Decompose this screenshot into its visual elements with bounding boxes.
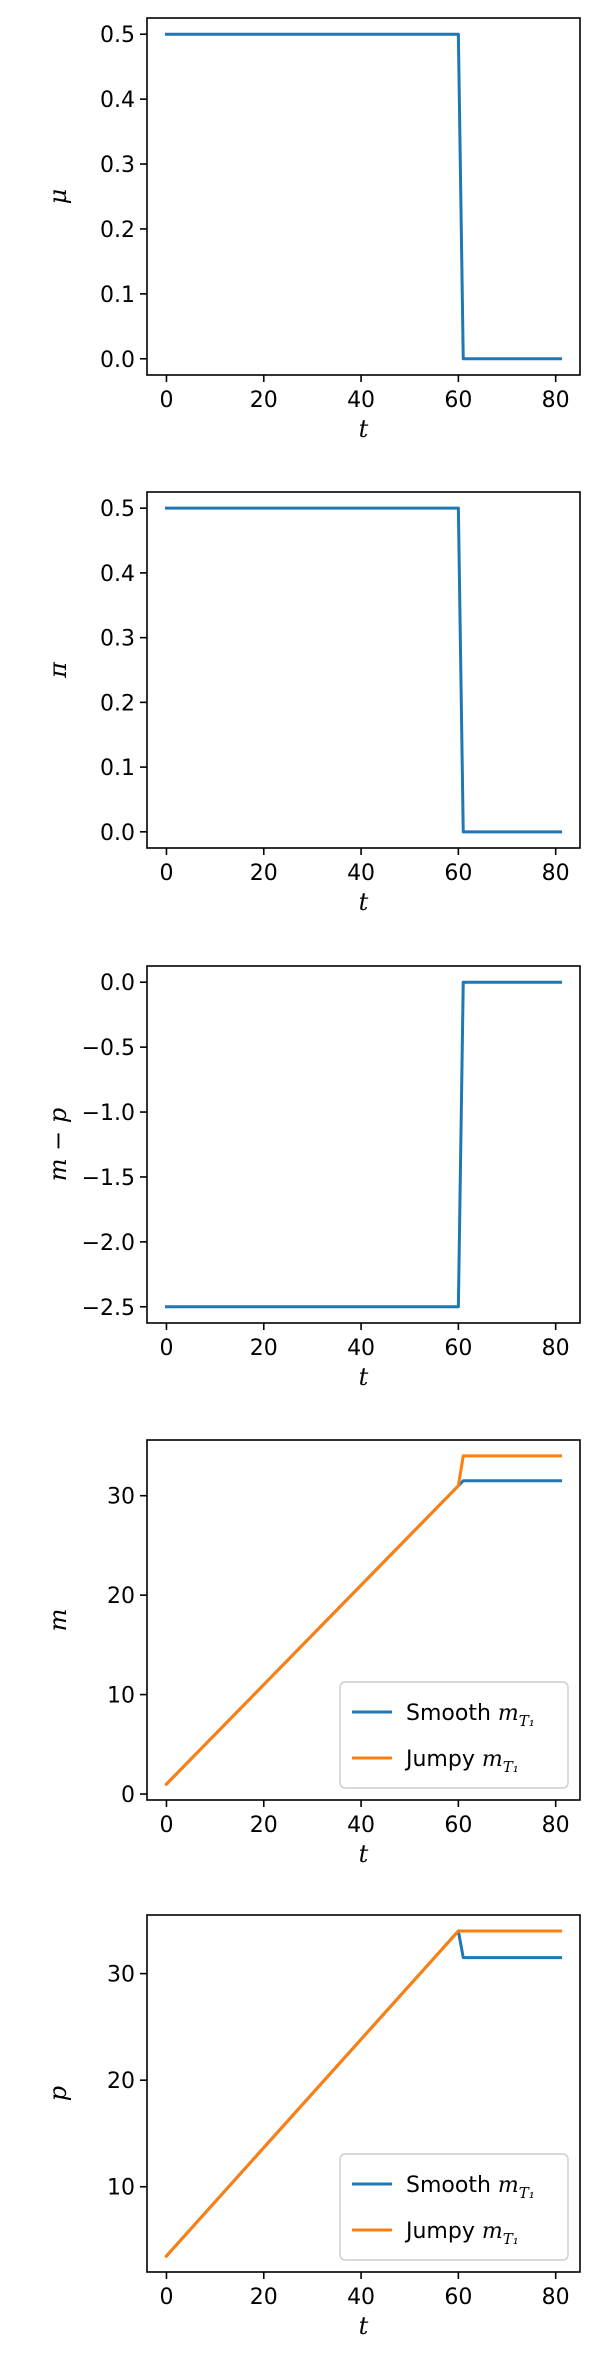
x-tick-label: 80: [542, 1336, 570, 1361]
x-tick-label: 60: [444, 1813, 472, 1838]
y-tick-label: 0.2: [100, 691, 135, 716]
x-axis-label: t: [359, 1363, 369, 1391]
x-tick-label: 40: [347, 388, 375, 413]
legend-label: Jumpy mT₁: [404, 1747, 519, 1776]
y-tick-label: 0.0: [100, 971, 135, 996]
x-tick-label: 40: [347, 2285, 375, 2310]
chart-panel-4: 0 20 40 60 80 0 10 20 30 t m Smooth mT₁ Jumpy mT₁: [44, 1439, 581, 1868]
x-tick-label: 40: [347, 1336, 375, 1361]
x-tick-label: 80: [542, 2285, 570, 2310]
legend-box: [339, 2153, 569, 2261]
x-tick-label: 80: [542, 861, 570, 886]
legend: Smooth mT₁ Jumpy mT₁: [339, 1681, 569, 1789]
x-tick-label: 80: [542, 388, 570, 413]
axes-frame: [146, 17, 581, 376]
x-axis-label: t: [359, 2312, 369, 2340]
y-axis-label: μ: [44, 189, 72, 205]
legend-label: Smooth mT₁: [406, 1701, 535, 1730]
x-tick-label: 40: [347, 861, 375, 886]
axes-frame: [146, 1439, 581, 1801]
legend-label: Smooth mT₁: [406, 2173, 535, 2202]
y-tick-label: −2.0: [82, 1231, 135, 1256]
y-tick-label: 0.3: [100, 627, 135, 652]
y-tick-label: 0.3: [100, 153, 135, 178]
x-tick-label: 60: [444, 2285, 472, 2310]
legend: Smooth mT₁ Jumpy mT₁: [339, 2153, 569, 2261]
series-line-2: [164, 1929, 563, 2259]
chart-panel-3: 0 20 40 60 80 0.0 −0.5 −1.0 −1.5 −2.0 −2.5 t m − p: [44, 965, 581, 1391]
x-tick-label: 20: [250, 388, 278, 413]
legend-box: [339, 1681, 569, 1789]
series-line-1: [164, 506, 563, 834]
x-tick-label: 0: [159, 861, 173, 886]
y-tick-label: 0.4: [100, 88, 135, 113]
x-axis-label: t: [359, 888, 369, 916]
y-tick-label: 0.4: [100, 562, 135, 587]
x-tick-label: 60: [444, 861, 472, 886]
x-tick-label: 20: [250, 2285, 278, 2310]
x-tick-label: 0: [159, 1813, 173, 1838]
y-tick-label: 30: [107, 1485, 135, 1510]
y-axis-label: π: [44, 661, 72, 679]
y-tick-label: 20: [107, 2069, 135, 2094]
y-tick-label: −1.0: [82, 1101, 135, 1126]
legend-label: Jumpy mT₁: [404, 2219, 519, 2248]
x-tick-label: 20: [250, 1813, 278, 1838]
y-tick-label: −2.5: [82, 1296, 135, 1321]
y-tick-label: 0.1: [100, 283, 135, 308]
y-axis-label: m − p: [44, 1108, 72, 1182]
y-tick-label: 0.5: [100, 497, 135, 522]
x-tick-label: 40: [347, 1813, 375, 1838]
axes-frame: [146, 1914, 581, 2273]
y-tick-label: 0.0: [100, 348, 135, 373]
chart-panel-2: 0 20 40 60 80 0.0 0.1 0.2 0.3 0.4 0.5 t π: [44, 491, 581, 916]
y-axis-label: m: [44, 1609, 72, 1632]
series-line-1: [164, 32, 563, 361]
chart-panel-5: 0 20 40 60 80 10 20 30 t p Smooth mT₁ Jumpy mT₁: [44, 1914, 581, 2340]
y-tick-label: −1.5: [82, 1166, 135, 1191]
x-tick-label: 80: [542, 1813, 570, 1838]
y-tick-label: 0.1: [100, 756, 135, 781]
chart-panel-1: 0 20 40 60 80 0.0 0.1 0.2 0.3 0.4 0.5 t μ: [44, 17, 581, 443]
x-axis-label: t: [359, 415, 369, 443]
y-tick-label: −0.5: [82, 1036, 135, 1061]
series-line-2: [164, 1454, 563, 1787]
y-tick-label: 10: [107, 1684, 135, 1709]
x-tick-label: 20: [250, 1336, 278, 1361]
x-tick-label: 60: [444, 388, 472, 413]
y-tick-label: 0.5: [100, 23, 135, 48]
y-axis-label: p: [44, 2086, 72, 2101]
y-tick-label: 0.0: [100, 821, 135, 846]
y-tick-label: 0.2: [100, 218, 135, 243]
x-tick-label: 0: [159, 1336, 173, 1361]
axes-frame: [146, 491, 581, 849]
x-axis-label: t: [359, 1840, 369, 1868]
x-tick-label: 0: [159, 2285, 173, 2310]
y-tick-label: 10: [107, 2176, 135, 2201]
y-tick-label: 0: [121, 1783, 135, 1808]
y-tick-label: 30: [107, 1963, 135, 1988]
y-tick-label: 20: [107, 1584, 135, 1609]
x-tick-label: 20: [250, 861, 278, 886]
axes-frame: [146, 965, 581, 1324]
series-line-1: [164, 980, 563, 1309]
x-tick-label: 60: [444, 1336, 472, 1361]
x-tick-label: 0: [159, 388, 173, 413]
